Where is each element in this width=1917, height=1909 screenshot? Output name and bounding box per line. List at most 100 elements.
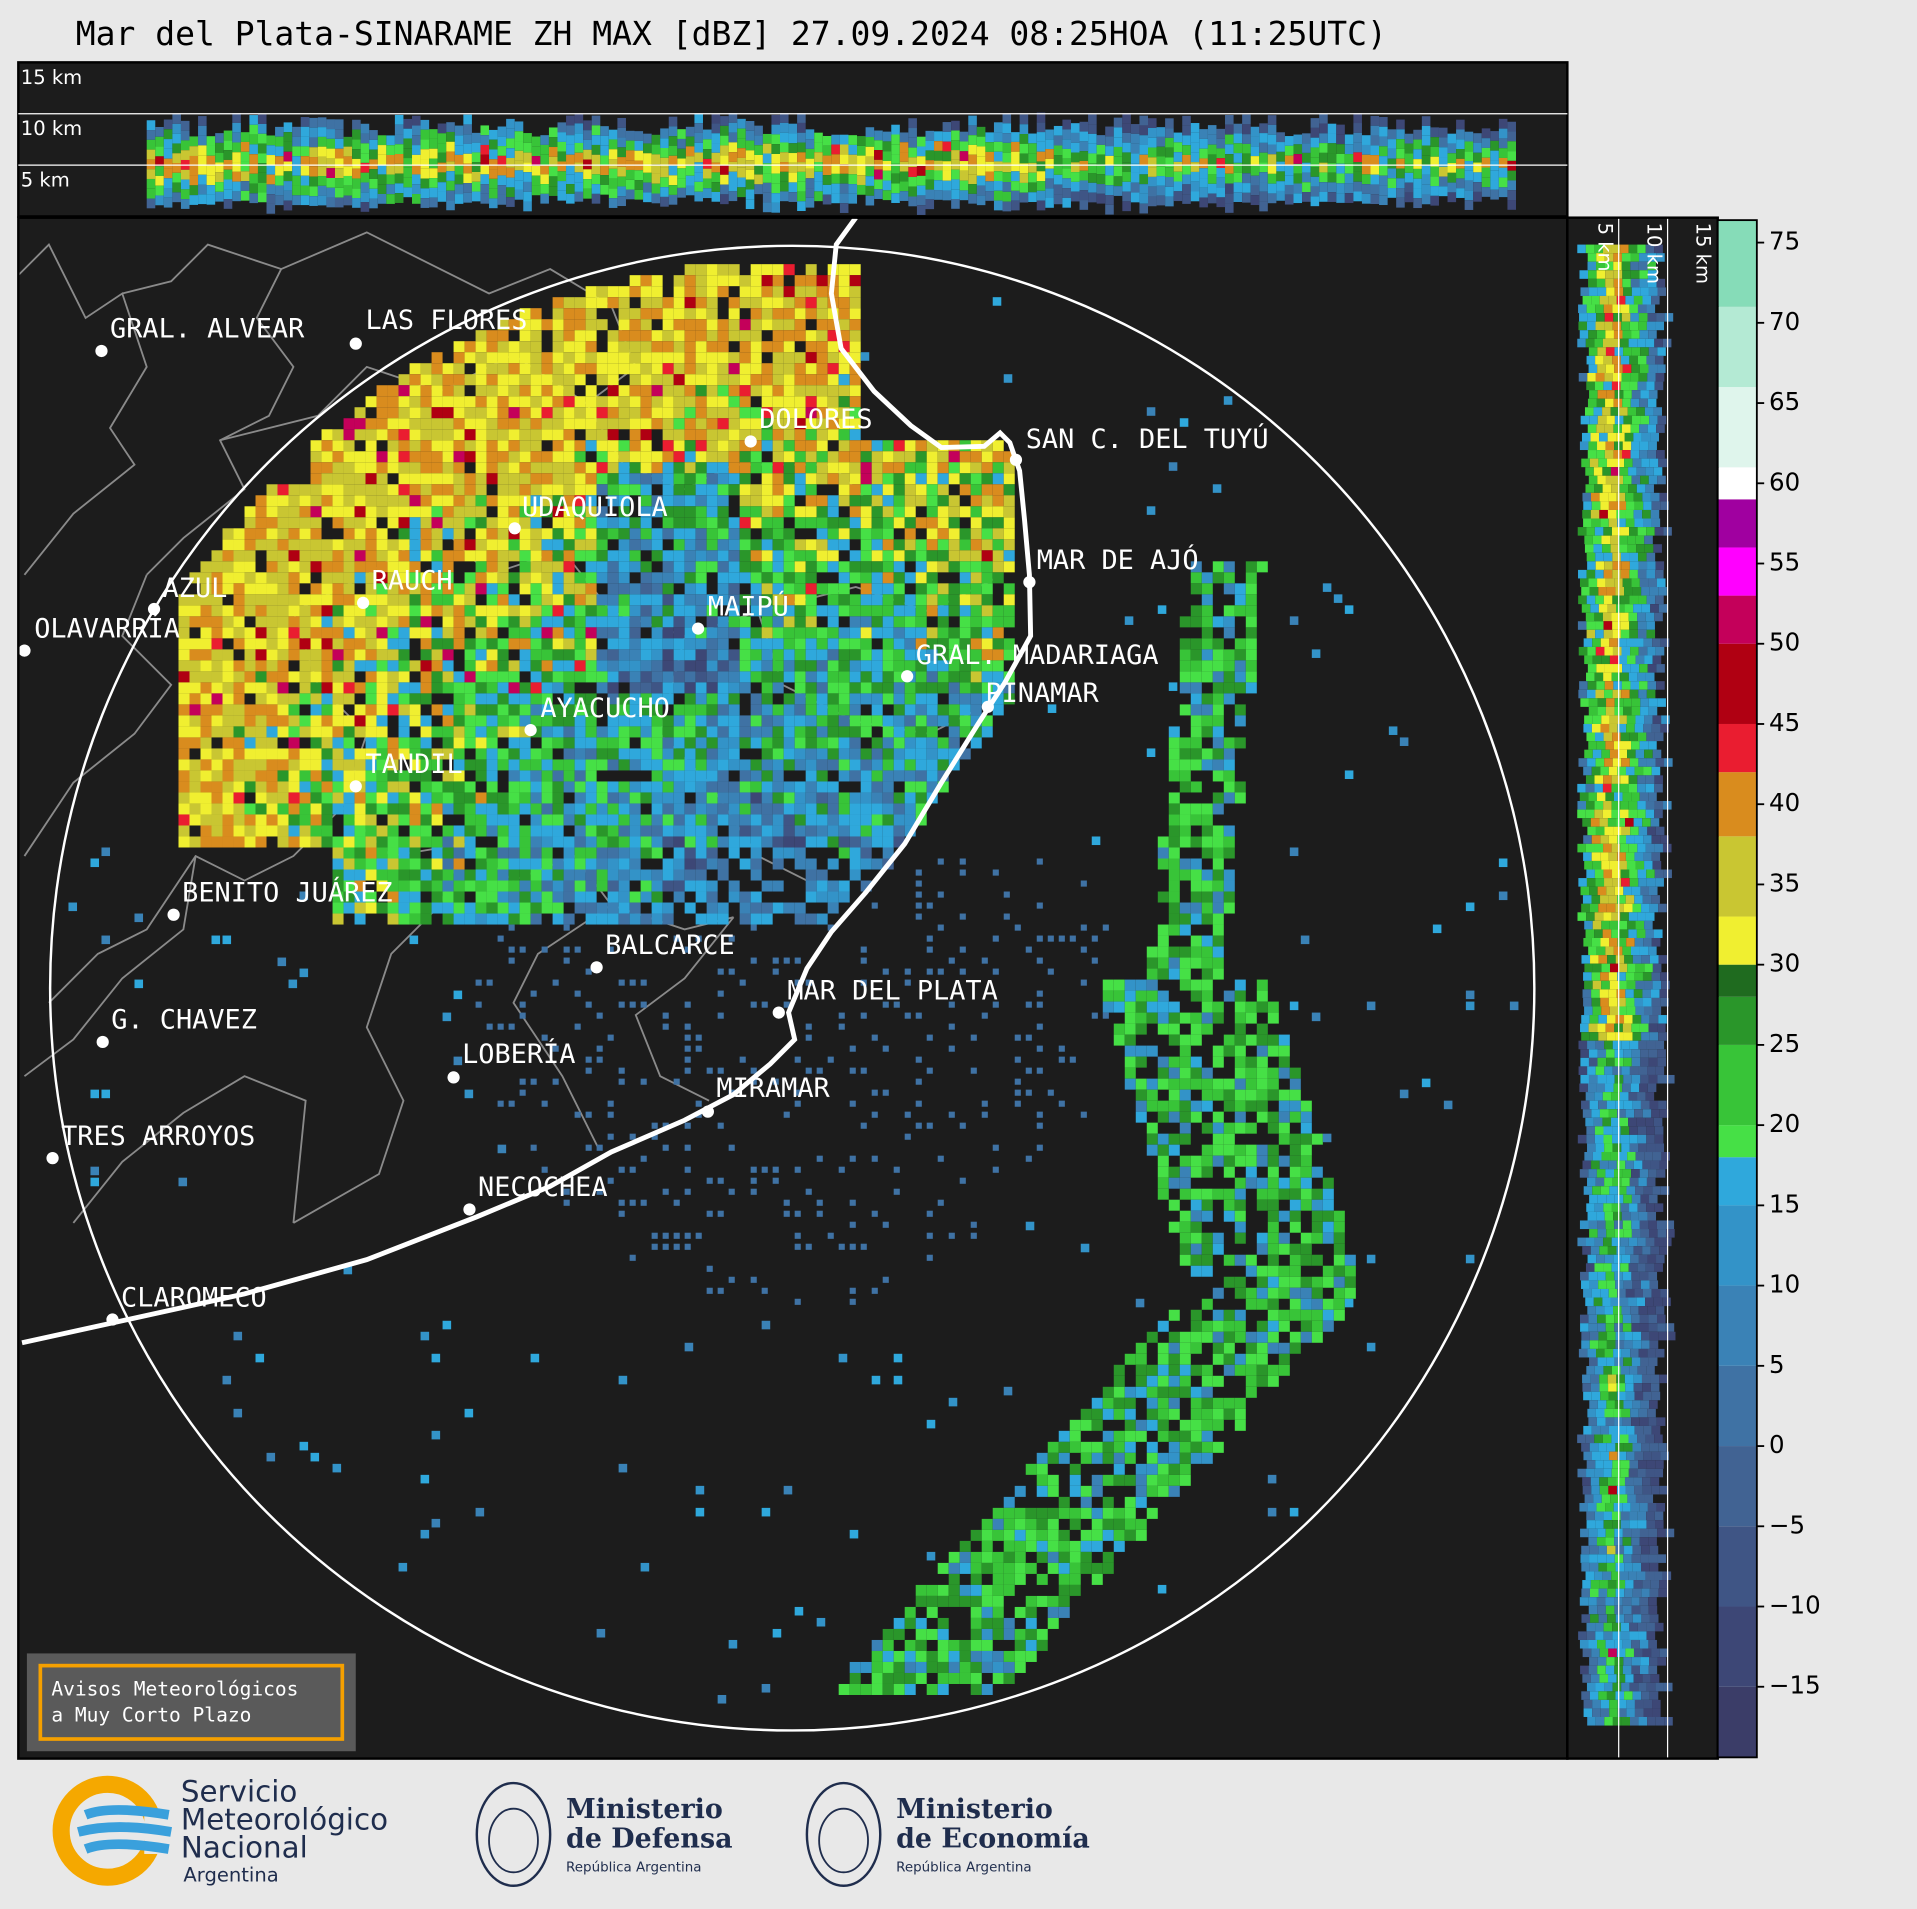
echo [497,185,507,195]
echo [552,825,564,837]
echo [1284,175,1294,185]
echo [398,561,410,573]
echo [1302,162,1311,173]
echo [1199,138,1208,149]
echo [702,129,712,140]
echo [101,1089,111,1099]
echo [925,140,935,151]
echo [1105,126,1114,137]
echo [959,638,971,650]
echo [794,1056,801,1063]
echo [377,184,387,194]
echo [673,891,685,903]
echo [608,159,618,169]
echo [684,341,696,353]
echo [463,163,472,174]
echo [244,704,256,716]
echo [1481,128,1491,139]
echo [574,172,584,183]
echo [574,484,586,496]
echo [519,561,531,573]
echo [574,142,584,153]
echo [794,330,806,342]
echo [343,638,355,650]
echo [310,462,322,474]
echo [728,693,740,705]
echo [299,517,311,529]
echo [563,891,575,903]
echo [530,330,542,342]
echo [398,770,410,782]
echo [942,161,952,171]
echo [486,814,498,826]
echo [352,168,361,179]
echo [684,352,696,364]
echo [233,792,245,804]
echo [706,792,718,804]
echo [321,638,333,650]
echo [463,124,472,135]
echo [915,726,927,738]
echo [530,660,542,672]
echo [860,726,872,738]
echo [916,136,926,147]
echo [882,770,894,782]
echo [266,203,276,214]
echo [695,792,707,804]
echo [1165,118,1174,129]
echo [993,161,1003,172]
echo [882,682,894,694]
echo [893,1375,903,1385]
echo [750,1067,757,1074]
echo [1259,182,1268,192]
echo [68,902,78,912]
echo [1036,200,1046,211]
echo [1259,133,1268,143]
echo [420,682,432,694]
echo [893,649,905,661]
echo [904,550,916,562]
echo [257,143,267,154]
echo [1225,173,1234,184]
echo [519,693,531,705]
echo [365,572,377,584]
echo [761,671,773,683]
echo [519,363,531,375]
echo [849,451,861,463]
echo [761,814,773,826]
echo [761,429,773,441]
echo [453,770,465,782]
echo [222,737,234,749]
echo [541,660,553,672]
echo [541,759,553,771]
echo [453,495,465,507]
echo [398,913,410,925]
echo [530,715,542,727]
echo [233,660,245,672]
echo [211,759,223,771]
echo [673,594,685,606]
echo [805,129,815,140]
echo [343,671,355,683]
echo [299,671,311,683]
echo [783,759,795,771]
echo [992,1001,999,1008]
echo [198,164,207,175]
echo [706,561,718,573]
echo [838,495,850,507]
echo [198,125,207,136]
echo [376,594,388,606]
echo [717,429,729,441]
echo [464,1089,474,1099]
echo [1147,167,1157,177]
echo [761,440,773,452]
echo [827,429,839,441]
echo [673,1078,680,1085]
echo [398,649,410,661]
echo [750,792,762,804]
echo [475,770,487,782]
echo [530,649,542,661]
echo [673,418,685,430]
echo [215,162,224,173]
echo [805,836,817,848]
